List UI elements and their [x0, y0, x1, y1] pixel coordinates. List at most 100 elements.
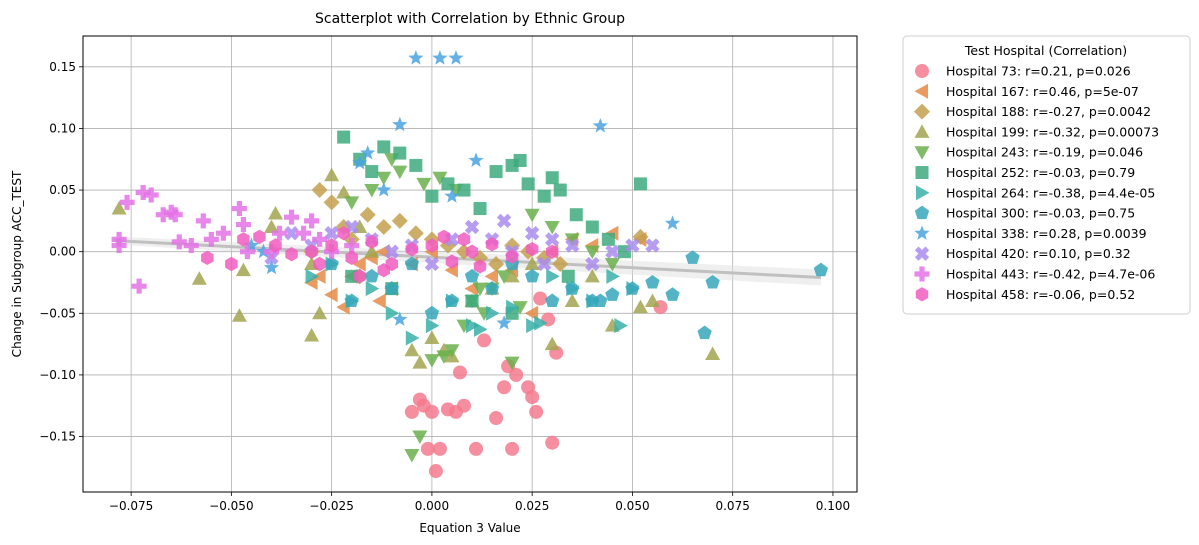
data-point [496, 270, 512, 284]
y-tick-label: 0.00 [49, 245, 76, 259]
x-tick-label: 0.075 [715, 499, 749, 513]
legend-marker [914, 124, 930, 138]
regression-line-path [115, 239, 821, 280]
data-point [625, 281, 640, 295]
data-point [445, 254, 459, 269]
legend-item: Hospital 443: r=-0.42, p=4.7e-06 [914, 266, 1155, 282]
data-point [284, 226, 299, 241]
data-point [645, 238, 660, 253]
data-point [235, 217, 251, 233]
data-point [437, 229, 451, 245]
data-point [263, 244, 279, 260]
data-point [284, 209, 300, 225]
legend-item: Hospital 199: r=-0.32, p=0.00073 [914, 124, 1159, 139]
data-point [304, 327, 320, 342]
data-point [584, 268, 600, 283]
data-point [263, 219, 279, 234]
data-point [372, 293, 386, 309]
data-point [384, 244, 399, 259]
data-point [544, 336, 560, 351]
data-point [237, 232, 250, 247]
data-point [183, 238, 199, 254]
data-point [313, 256, 326, 272]
data-point [457, 183, 471, 197]
data-point [344, 196, 360, 210]
data-point [625, 238, 640, 253]
data-point [364, 268, 379, 283]
data-point [526, 318, 540, 334]
legend-marker [916, 185, 930, 201]
data-point [525, 226, 540, 241]
series-hospital-0 [404, 291, 668, 479]
legend-label: Hospital 300: r=-0.03, p=0.75 [946, 206, 1135, 221]
data-point [143, 187, 159, 203]
legend-items: Hospital 73: r=0.21, p=0.026 Hospital 167… [914, 64, 1159, 302]
data-point [685, 250, 700, 264]
legend-marker [915, 287, 929, 302]
chart-title: Scatterplot with Correlation by Ethnic G… [315, 11, 625, 27]
data-point [405, 242, 419, 257]
data-point [364, 244, 380, 258]
data-point [323, 194, 340, 211]
data-point [464, 268, 480, 283]
data-point [484, 268, 499, 284]
data-point [456, 398, 471, 413]
data-point [424, 404, 439, 419]
data-point [420, 441, 435, 456]
data-point [201, 250, 214, 266]
data-point [325, 238, 338, 253]
legend-marker [915, 64, 929, 78]
legend-marker [914, 205, 930, 220]
data-point [424, 330, 440, 344]
data-point [111, 201, 127, 215]
data-point [231, 308, 247, 322]
data-point [489, 165, 503, 179]
data-point [155, 207, 171, 223]
data-point [488, 256, 505, 272]
data-point [377, 262, 391, 278]
data-point [472, 282, 488, 297]
data-point [393, 146, 407, 160]
x-tick-label: 0.050 [615, 499, 649, 513]
series-hospital-11 [201, 225, 559, 284]
data-point [521, 177, 535, 191]
data-point [484, 281, 500, 295]
data-point [171, 234, 187, 250]
data-point [496, 315, 512, 330]
data-point [546, 268, 560, 284]
data-point [135, 185, 151, 201]
data-point [633, 177, 647, 191]
data-point [564, 293, 580, 307]
x-tick-label: 0.025 [515, 499, 549, 513]
legend-label: Hospital 264: r=-0.38, p=4.4e-05 [946, 185, 1155, 200]
x-tick-label: −0.050 [209, 499, 253, 513]
data-point [408, 50, 424, 65]
legend-label: Hospital 243: r=-0.19, p=0.046 [946, 145, 1143, 160]
data-point [561, 269, 575, 283]
plot-area [82, 35, 858, 493]
data-point [195, 213, 211, 229]
data-point [486, 305, 500, 321]
data-point [665, 287, 680, 301]
data-point [473, 259, 487, 274]
data-point [404, 449, 420, 463]
series-hospital-5 [337, 130, 647, 320]
data-point [545, 232, 560, 247]
data-point [448, 50, 464, 65]
legend-box [902, 35, 1191, 315]
data-point [537, 189, 551, 203]
data-point [496, 213, 512, 229]
data-point [243, 237, 260, 252]
data-point [506, 299, 520, 315]
y-tick-label: 0.15 [49, 60, 76, 74]
data-point [585, 256, 600, 272]
legend-label: Hospital 252: r=-0.03, p=0.79 [946, 165, 1135, 180]
legend-item: Hospital 243: r=-0.19, p=0.046 [914, 145, 1143, 160]
data-point [215, 225, 231, 241]
y-tick-label: 0.05 [49, 183, 76, 197]
data-point [404, 256, 419, 271]
data-point [606, 268, 620, 284]
data-point [405, 330, 420, 346]
data-point [444, 344, 460, 358]
legend-item: Hospital 338: r=0.28, p=0.0039 [914, 225, 1147, 241]
